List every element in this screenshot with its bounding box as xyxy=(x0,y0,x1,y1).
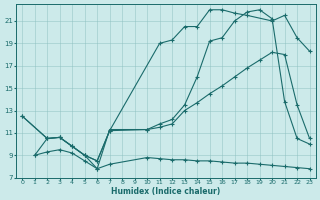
X-axis label: Humidex (Indice chaleur): Humidex (Indice chaleur) xyxy=(111,187,220,196)
